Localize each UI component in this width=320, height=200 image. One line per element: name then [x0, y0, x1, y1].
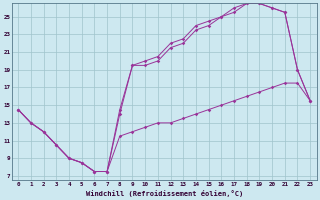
- X-axis label: Windchill (Refroidissement éolien,°C): Windchill (Refroidissement éolien,°C): [85, 190, 243, 197]
